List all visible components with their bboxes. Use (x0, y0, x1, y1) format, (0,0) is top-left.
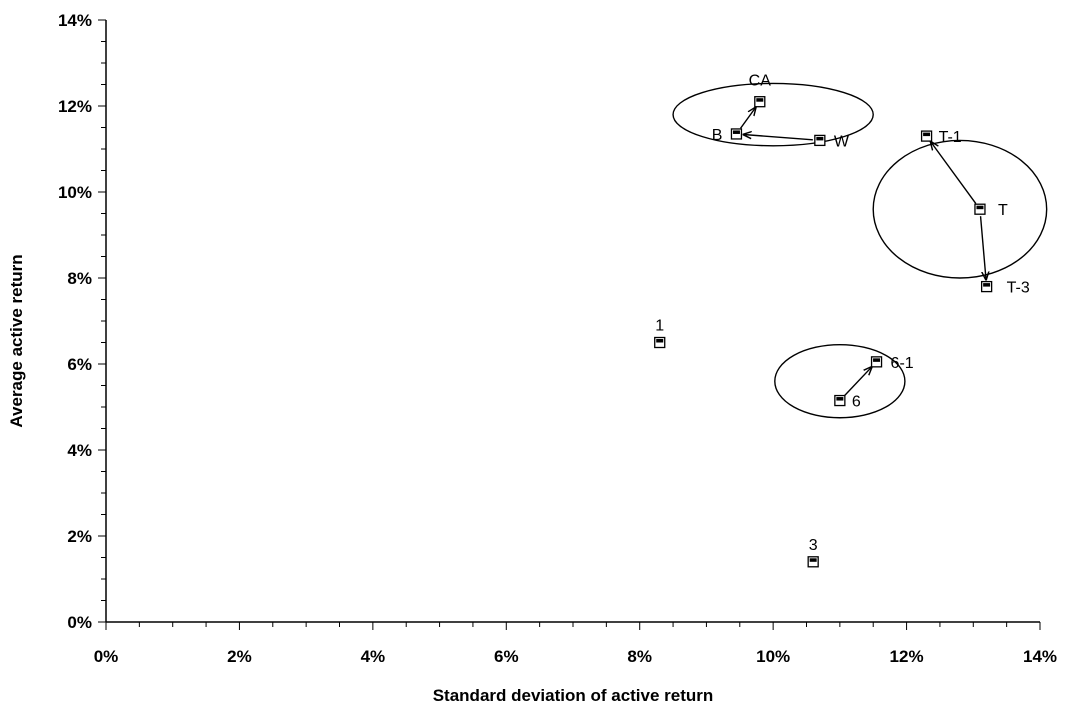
y-tick-label: 2% (67, 527, 92, 546)
x-tick-label: 10% (756, 647, 790, 666)
axes: 0% 2% 4% 6% 8% 10% 12% 14% 0% 2% 4% 6% 8% 10% 12% 14% (58, 11, 1057, 666)
point-6 (834, 394, 846, 407)
y-tick-label: 0% (67, 613, 92, 632)
y-tick-label: 10% (58, 183, 92, 202)
y-tick-label: 4% (67, 441, 92, 460)
point-B (730, 128, 743, 140)
point-T-3 (980, 280, 993, 293)
point-T-1 (920, 130, 933, 142)
point-label: T (998, 202, 1008, 219)
point-label: T-1 (939, 129, 962, 146)
point-label: 1 (655, 318, 664, 335)
y-tick-label: 8% (67, 269, 92, 288)
point-label: B (712, 127, 723, 144)
x-tick-label: 4% (361, 647, 386, 666)
y-tick-label: 14% (58, 11, 92, 30)
arrow-T-to-T-1 (931, 142, 977, 204)
y-tick-label: 6% (67, 355, 92, 374)
x-axis-title: Standard deviation of active return (433, 686, 714, 705)
arrow-T-to-T-3 (979, 216, 986, 279)
point-CA (754, 96, 766, 108)
x-tick-label: 2% (227, 647, 252, 666)
point-label: 3 (809, 537, 818, 554)
point-W (814, 134, 826, 147)
point-T (974, 203, 986, 215)
x-tick-label: 14% (1023, 647, 1057, 666)
x-tick-label: 0% (94, 647, 119, 666)
point-label: T-3 (1007, 280, 1030, 297)
y-axis-title: Average active return (7, 254, 26, 427)
arrow-B-to-CA (739, 107, 756, 129)
group-ellipse (774, 343, 906, 419)
x-tick-label: 6% (494, 647, 519, 666)
arrow-W-to-B (743, 134, 813, 141)
group-ellipse (872, 139, 1048, 279)
data-points: CA B W T-1 T T-3 1 6-1 6 3 (654, 73, 1030, 568)
arrow-6-to-6-1 (844, 367, 872, 396)
point-label: CA (749, 73, 772, 90)
point-6-1 (870, 356, 883, 368)
group-ellipses (672, 82, 1048, 419)
arrows (739, 107, 986, 396)
point-label: 6-1 (891, 355, 914, 372)
x-tick-label: 12% (890, 647, 924, 666)
point-label: W (834, 133, 850, 150)
group-ellipse (672, 82, 874, 147)
y-tick-label: 12% (58, 97, 92, 116)
point-label: 6 (852, 394, 861, 411)
point-1 (654, 336, 666, 349)
x-tick-label: 8% (627, 647, 652, 666)
point-3 (807, 556, 819, 568)
